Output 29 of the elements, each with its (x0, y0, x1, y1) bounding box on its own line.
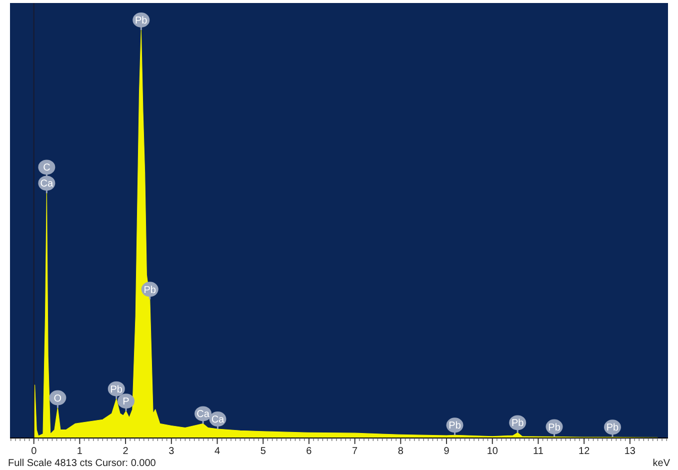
annotation: Pb (110, 384, 123, 396)
x-tick-label: 9 (444, 446, 450, 457)
x-tick-label: 8 (398, 446, 404, 457)
x-tick-label: 6 (306, 446, 312, 457)
annotation: Pb (548, 422, 561, 434)
x-tick-label: 4 (214, 446, 220, 457)
annotation: O (54, 393, 62, 404)
text: Full Scale 4813 cts Cursor: 0.000 (8, 458, 156, 469)
annotation: Pb (144, 284, 156, 296)
annotation: Pb (606, 422, 620, 434)
x-axis-title: keV (652, 458, 670, 469)
x-tick-label: 11 (533, 446, 544, 457)
x-tick-label: 7 (352, 446, 358, 457)
annotation: Pb (448, 420, 462, 432)
x-tick-label: 0 (31, 446, 38, 457)
x-tick-label: 12 (578, 446, 590, 457)
annotation: Pb (511, 418, 524, 430)
annotation: Ca (40, 178, 54, 190)
annotation: Ca (196, 409, 210, 420)
x-tick-label: 5 (260, 446, 266, 457)
x-tick-label: 3 (168, 446, 175, 457)
x-tick-label: 2 (122, 446, 129, 457)
annotation: C (43, 162, 50, 174)
x-tick-label: 10 (486, 446, 498, 457)
annotation: P (122, 396, 130, 408)
annotation: Ca (211, 414, 225, 426)
x-tick-label: 1 (76, 446, 83, 457)
x-tick-label: 13 (624, 446, 636, 457)
annotation: Pb (135, 16, 148, 26)
